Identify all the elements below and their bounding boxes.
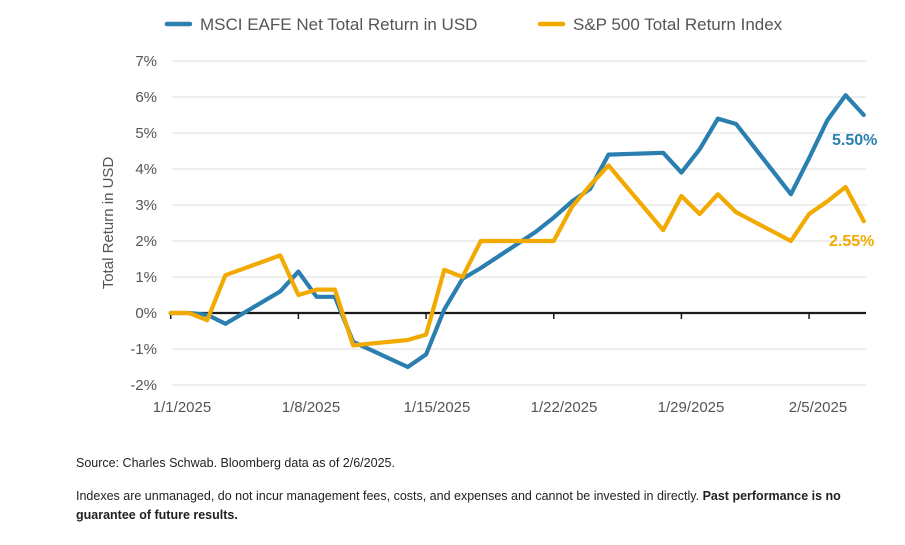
disclaimer-note: Indexes are unmanaged, do not incur mana…	[76, 487, 891, 525]
chart-grid	[172, 60, 866, 386]
y-tick-label: 7%	[135, 53, 157, 70]
x-axis-ticks: 1/1/2025 1/8/2025 1/15/2025 1/22/2025 1/29/2…	[153, 399, 847, 416]
source-note: Source: Charles Schwab. Bloomberg data a…	[76, 456, 395, 470]
y-tick-label: 6%	[135, 89, 157, 106]
line-chart: 7%6%5%4%3%2%1%0%-1%-2% 1/1/2025 1/8/2025 1…	[100, 15, 877, 416]
series-end-label: 2.55%	[829, 233, 874, 250]
series-lines	[168, 93, 866, 370]
disclaimer-bold-text: Past performance is no guarantee of futu…	[76, 489, 841, 522]
series-line	[168, 163, 866, 348]
y-tick-label: 1%	[135, 269, 157, 286]
x-tick-label: 1/1/2025	[153, 399, 211, 416]
y-tick-label: -2%	[130, 377, 157, 394]
x-tick-label: 2/5/2025	[789, 399, 847, 416]
y-axis-label: Total Return in USD	[100, 157, 117, 290]
legend-entry: MSCI EAFE Net Total Return in USD	[200, 15, 477, 34]
chart-legend: MSCI EAFE Net Total Return in USD S&P 500…	[164, 15, 783, 34]
x-tick-label: 1/15/2025	[404, 399, 471, 416]
y-tick-label: 4%	[135, 161, 157, 178]
disclaimer-text: Indexes are unmanaged, do not incur mana…	[76, 489, 703, 503]
y-tick-label: 3%	[135, 197, 157, 214]
x-tick-label: 1/29/2025	[658, 399, 725, 416]
series-end-label: 5.50%	[832, 132, 877, 149]
series-line	[168, 93, 866, 370]
y-tick-label: 2%	[135, 233, 157, 250]
x-tick-label: 1/8/2025	[282, 399, 340, 416]
end-labels: 5.50% 2.55%	[829, 132, 877, 250]
y-axis-ticks: 7% 6% 5% 4% 3% 2% 1% 0% -1% -2%	[130, 53, 157, 394]
y-tick-label: 0%	[135, 305, 157, 322]
zero-baseline	[169, 311, 866, 319]
y-tick-label: 5%	[135, 125, 157, 142]
legend-entry: S&P 500 Total Return Index	[573, 15, 783, 34]
x-tick-label: 1/22/2025	[531, 399, 598, 416]
y-tick-label: -1%	[130, 341, 157, 358]
